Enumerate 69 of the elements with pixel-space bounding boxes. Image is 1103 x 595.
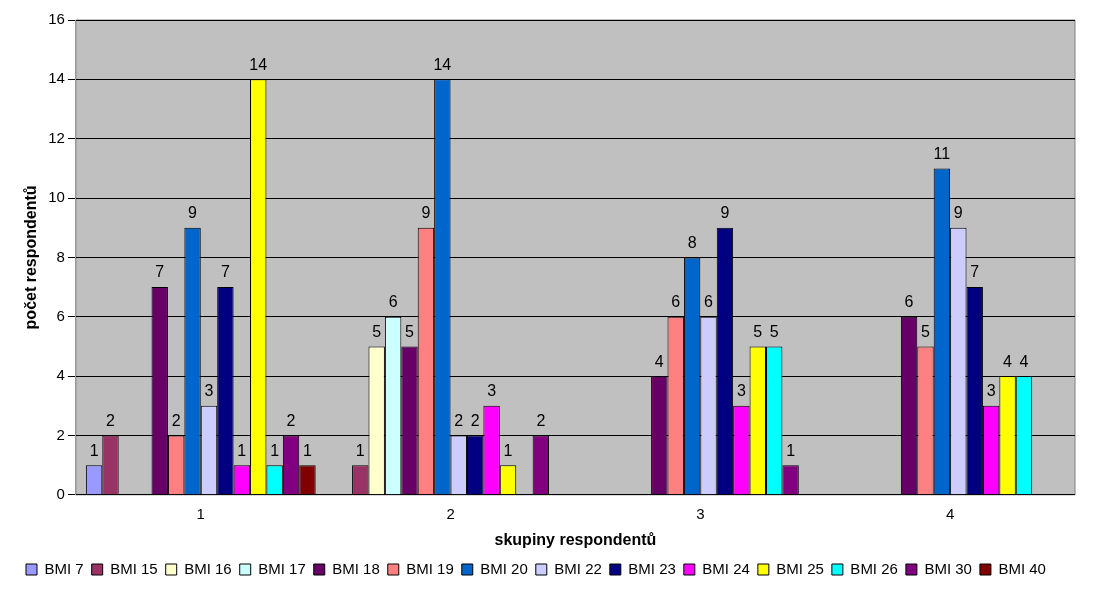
x-tick-label: 3 (696, 504, 705, 522)
data-label: 3 (986, 382, 996, 400)
legend-label: BMI 23 (628, 559, 676, 577)
data-label: 11 (933, 144, 951, 162)
legend-label: BMI 26 (850, 559, 898, 577)
data-label: 6 (904, 293, 914, 311)
y-tick-label: 16 (48, 10, 65, 28)
legend-label: BMI 20 (480, 559, 528, 577)
data-label: 6 (704, 293, 714, 311)
data-label: 5 (405, 322, 415, 340)
data-label: 2 (454, 411, 464, 429)
legend-label: BMI 24 (702, 559, 750, 577)
legend-label: BMI 16 (184, 559, 232, 577)
data-label: 9 (720, 204, 730, 222)
data-label: 2 (286, 411, 296, 429)
legend-label: BMI 25 (776, 559, 824, 577)
data-label: 1 (786, 441, 796, 459)
data-label: 1 (237, 441, 247, 459)
data-label: 1 (303, 441, 313, 459)
data-label: 4 (1003, 352, 1013, 370)
y-tick-label: 6 (56, 306, 65, 324)
data-label: 2 (470, 411, 480, 429)
y-tick-label: 12 (48, 128, 65, 146)
data-label: 4 (654, 352, 664, 370)
y-tick-label: 0 (56, 484, 65, 502)
data-label: 6 (671, 293, 681, 311)
data-label: 6 (388, 293, 398, 311)
x-axis-title: skupiny respondentů (494, 530, 657, 548)
data-label: 1 (89, 441, 99, 459)
data-label: 5 (921, 322, 931, 340)
data-label: 1 (503, 441, 513, 459)
y-tick-label: 14 (48, 69, 65, 87)
data-label: 1 (270, 441, 280, 459)
data-label: 14 (433, 55, 452, 73)
y-axis-title: počet respondentů (22, 185, 40, 330)
data-label: 5 (372, 322, 382, 340)
data-label: 9 (188, 204, 198, 222)
data-label: 2 (171, 411, 181, 429)
data-label: 3 (204, 382, 214, 400)
x-tick-label: 4 (945, 504, 955, 522)
legend-label: BMI 17 (258, 559, 306, 577)
data-label: 5 (769, 322, 779, 340)
data-label: 3 (487, 382, 497, 400)
data-label: 2 (536, 411, 546, 429)
y-tick-label: 8 (56, 247, 65, 265)
data-label: 7 (155, 263, 165, 281)
data-label: 14 (249, 55, 268, 73)
legend-label: BMI 19 (406, 559, 454, 577)
y-tick-label: 10 (48, 188, 65, 206)
data-label: 7 (970, 263, 980, 281)
data-label: 8 (687, 233, 697, 251)
data-label: 9 (421, 204, 431, 222)
data-label: 2 (106, 411, 116, 429)
x-tick-label: 1 (196, 504, 205, 522)
y-tick-label: 4 (56, 366, 65, 384)
data-label: 9 (953, 204, 963, 222)
legend-label: BMI 22 (554, 559, 602, 577)
data-label: 1 (355, 441, 365, 459)
legend-label: BMI 30 (924, 559, 972, 577)
legend-label: BMI 18 (332, 559, 380, 577)
data-label: 4 (1019, 352, 1029, 370)
legend-label: BMI 7 (44, 559, 84, 577)
x-tick-label: 2 (446, 504, 455, 522)
data-label: 5 (753, 322, 763, 340)
data-label: 3 (736, 382, 746, 400)
legend-label: BMI 40 (998, 559, 1046, 577)
y-tick-label: 2 (56, 425, 65, 443)
legend-label: BMI 15 (110, 559, 158, 577)
data-label: 7 (220, 263, 230, 281)
